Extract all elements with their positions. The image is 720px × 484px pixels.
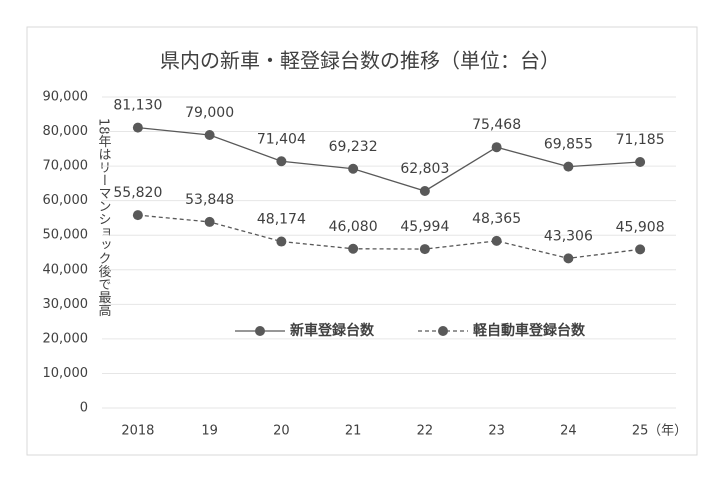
y-tick-label: 80,000 (43, 124, 89, 139)
value-label: 69,232 (329, 139, 378, 155)
value-label: 69,855 (544, 137, 593, 153)
series-line (137, 127, 641, 192)
y-tick-label: 0 (80, 401, 88, 416)
value-label: 62,803 (400, 161, 449, 177)
point (563, 161, 574, 172)
value-label: 45,994 (400, 219, 449, 235)
point (419, 244, 430, 255)
x-tick-label: 22 (417, 424, 434, 439)
legend-label: 新車登録台数 (290, 322, 375, 339)
point (276, 156, 287, 167)
y-tick-label: 30,000 (43, 297, 89, 312)
annotation: 18年はリーマンショック後で最高 (96, 118, 112, 317)
value-label: 71,404 (257, 131, 306, 147)
value-label: 75,468 (472, 117, 521, 133)
point (204, 130, 215, 141)
value-label: 46,080 (329, 219, 378, 235)
y-tick-label: 20,000 (43, 331, 89, 346)
point (635, 244, 646, 255)
value-label: 79,000 (185, 105, 234, 121)
y-tick-label: 90,000 (43, 90, 89, 105)
point (132, 210, 143, 221)
chart-frame (26, 26, 698, 456)
value-label: 48,365 (472, 211, 521, 227)
point (419, 185, 430, 196)
legend-marker (255, 326, 265, 336)
value-label: 53,848 (185, 192, 234, 208)
x-tick-label: 24 (560, 424, 577, 439)
value-label: 81,130 (113, 98, 162, 114)
y-tick-label: 50,000 (43, 228, 89, 243)
y-tick-label: 40,000 (43, 262, 89, 277)
point (635, 157, 646, 168)
legend-marker (438, 326, 448, 336)
point (204, 216, 215, 227)
point (276, 236, 287, 247)
y-tick-label: 70,000 (43, 159, 89, 174)
y-tick-label: 60,000 (43, 193, 89, 208)
value-label: 45,908 (616, 219, 665, 235)
point (348, 163, 359, 174)
point (491, 235, 502, 246)
legend-label: 軽自動車登録台数 (473, 322, 586, 339)
chart-title: 県内の新車・軽登録台数の推移（単位：台） (160, 49, 560, 73)
point (348, 243, 359, 254)
point (563, 253, 574, 264)
x-axis-unit: （年） (648, 424, 687, 439)
point (132, 122, 143, 133)
x-tick-label: 25 (632, 424, 649, 439)
x-tick-label: 19 (201, 424, 218, 439)
value-label: 71,185 (616, 132, 665, 148)
x-tick-label: 23 (488, 424, 505, 439)
series-line (137, 214, 641, 260)
value-label: 55,820 (113, 185, 162, 201)
x-tick-label: 20 (273, 424, 290, 439)
y-tick-label: 10,000 (43, 366, 89, 381)
value-label: 43,306 (544, 228, 593, 244)
x-tick-label: 21 (345, 424, 362, 439)
value-label: 48,174 (257, 212, 306, 228)
x-tick-label: 2018 (121, 424, 154, 439)
point (491, 142, 502, 153)
